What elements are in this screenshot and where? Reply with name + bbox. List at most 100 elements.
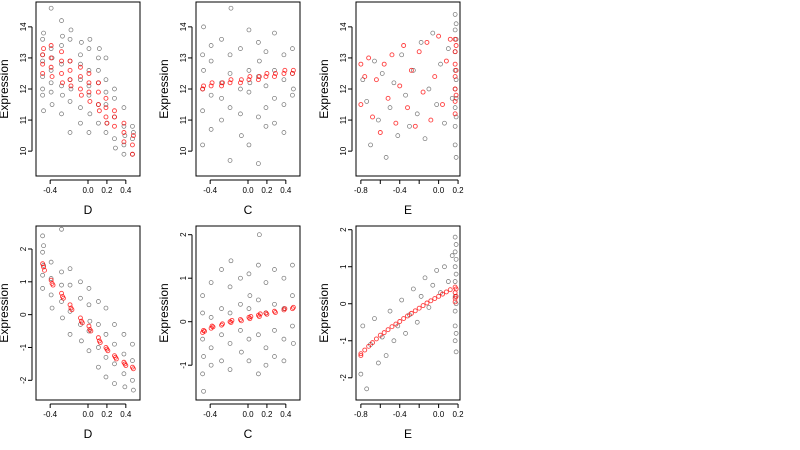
fitted-point bbox=[385, 95, 391, 101]
fitted-point bbox=[112, 108, 117, 114]
fitted-point bbox=[416, 49, 422, 55]
fitted-point bbox=[366, 343, 372, 349]
x-tick-label: 0.0 bbox=[242, 186, 254, 195]
x-tick-label: 0.0 bbox=[82, 410, 94, 419]
x-tick-label: 0.4 bbox=[280, 410, 292, 419]
observed-point bbox=[452, 249, 458, 255]
fitted-point bbox=[42, 267, 47, 273]
observed-point bbox=[208, 58, 214, 64]
fitted-point bbox=[49, 74, 55, 80]
fitted-point bbox=[68, 83, 74, 89]
y-tick-label: 2 bbox=[339, 227, 348, 232]
observed-point bbox=[219, 306, 224, 311]
fitted-point bbox=[362, 74, 368, 80]
fitted-point bbox=[381, 61, 387, 67]
fitted-point bbox=[219, 83, 224, 89]
fitted-point bbox=[69, 307, 75, 313]
fitted-point bbox=[397, 319, 403, 324]
x-tick-label: 0.4 bbox=[120, 410, 132, 419]
fitted-point bbox=[104, 120, 110, 126]
fitted-point bbox=[67, 302, 73, 308]
fitted-point bbox=[48, 277, 54, 283]
fitted-point bbox=[389, 52, 395, 58]
x-tick-label: 0.2 bbox=[452, 410, 464, 419]
observed-point bbox=[67, 331, 73, 337]
fitted-point bbox=[209, 80, 215, 86]
x-tick-label: -0.4 bbox=[43, 186, 57, 195]
observed-point bbox=[290, 293, 295, 298]
x-tick-label: -0.8 bbox=[354, 186, 368, 195]
fitted-point bbox=[272, 310, 278, 316]
fitted-point bbox=[405, 105, 410, 111]
x-tick-label: 0.0 bbox=[433, 410, 445, 419]
observed-point bbox=[358, 371, 364, 377]
observed-point bbox=[86, 348, 92, 354]
y-tick-label: -2 bbox=[19, 376, 28, 384]
fitted-point bbox=[40, 71, 46, 76]
observed-point bbox=[452, 279, 458, 284]
fitted-point bbox=[397, 83, 403, 89]
y-tick-label: -1 bbox=[339, 337, 348, 345]
fitted-point bbox=[105, 348, 111, 354]
observed-point bbox=[445, 46, 451, 51]
observed-point bbox=[442, 264, 447, 270]
observed-point bbox=[364, 386, 370, 392]
observed-point bbox=[227, 105, 233, 110]
observed-point bbox=[41, 108, 46, 114]
fitted-point bbox=[77, 86, 83, 92]
observed-point bbox=[452, 123, 458, 129]
observed-point bbox=[372, 316, 377, 321]
observed-point bbox=[59, 282, 64, 288]
observed-point bbox=[59, 43, 64, 48]
fitted-point bbox=[200, 86, 206, 92]
observed-point bbox=[411, 286, 416, 292]
fitted-point bbox=[77, 74, 83, 80]
observed-point bbox=[78, 105, 83, 110]
plot-frame bbox=[355, 225, 461, 401]
y-tick-label: 12 bbox=[339, 84, 348, 93]
panel-bottom-middle: -0.4 0.0 0.2 0.4 -1 0 1 2 C Expression bbox=[157, 225, 301, 441]
observed-point bbox=[208, 315, 214, 320]
observed-point bbox=[59, 61, 64, 67]
observed-point bbox=[48, 68, 54, 73]
observed-point bbox=[452, 105, 458, 110]
fitted-point bbox=[389, 324, 395, 330]
observed-point bbox=[40, 86, 45, 92]
observed-point bbox=[86, 83, 92, 89]
observed-point bbox=[219, 36, 224, 42]
observed-point bbox=[257, 232, 262, 238]
fitted-point bbox=[264, 71, 270, 76]
fitted-point bbox=[86, 80, 92, 86]
observed-point bbox=[227, 367, 233, 372]
fitted-point bbox=[381, 330, 387, 336]
observed-point bbox=[121, 151, 127, 157]
observed-point bbox=[426, 86, 432, 92]
observed-point bbox=[48, 276, 54, 281]
observed-point bbox=[376, 117, 381, 123]
observed-point bbox=[399, 52, 405, 58]
fitted-point bbox=[227, 80, 233, 86]
observed-point bbox=[86, 92, 92, 98]
fitted-point bbox=[229, 317, 235, 323]
x-axis-label: C bbox=[244, 203, 253, 217]
observed-point bbox=[453, 331, 459, 336]
observed-point bbox=[272, 30, 277, 36]
observed-point bbox=[395, 133, 401, 138]
x-tick-label: -0.8 bbox=[354, 410, 368, 419]
x-tick-label: 0.2 bbox=[452, 186, 464, 195]
observed-point bbox=[78, 295, 83, 301]
fitted-point bbox=[289, 71, 295, 76]
observed-point bbox=[78, 77, 83, 83]
x-axis-label: E bbox=[404, 203, 412, 217]
observed-point bbox=[103, 305, 109, 311]
observed-point bbox=[291, 341, 296, 346]
fitted-point bbox=[202, 328, 207, 334]
x-tick-label: -0.4 bbox=[203, 186, 217, 195]
y-tick-label: 11 bbox=[179, 115, 188, 124]
y-tick-label: 10 bbox=[339, 146, 348, 155]
observed-point bbox=[48, 46, 54, 51]
fitted-point bbox=[220, 80, 225, 86]
fitted-point bbox=[424, 39, 430, 45]
observed-point bbox=[67, 99, 73, 104]
fitted-point bbox=[130, 133, 136, 139]
